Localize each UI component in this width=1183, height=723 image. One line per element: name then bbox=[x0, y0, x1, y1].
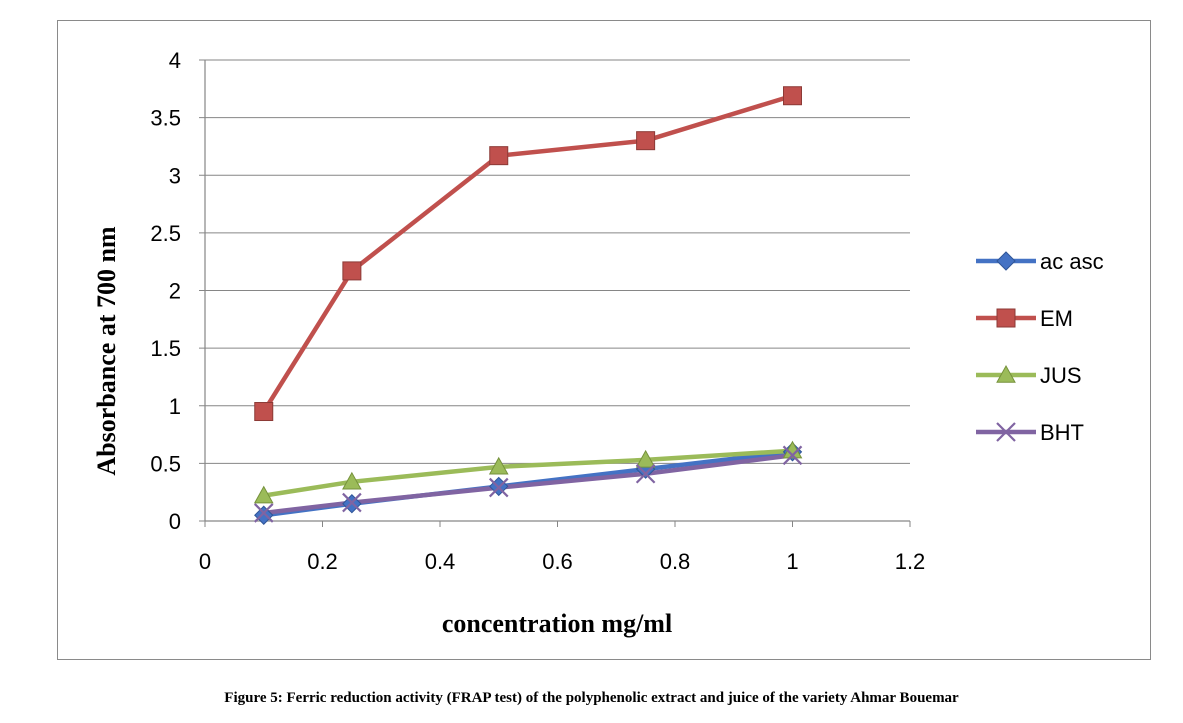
data-point-bht bbox=[782, 445, 803, 466]
series-line-em bbox=[261, 93, 794, 413]
data-point-jus bbox=[488, 456, 509, 475]
legend-label-jus: JUS bbox=[1040, 363, 1082, 388]
y-tick-label: 4 bbox=[169, 48, 181, 73]
data-point-jus bbox=[342, 471, 362, 490]
data-point-em bbox=[342, 261, 362, 281]
axes: 0 0.5 1 1.5 2 2.5 3 3.5 4 0 0.2 0.4 0.6 0.8 1 1.2 bbox=[150, 48, 925, 574]
x-tick-label: 0.4 bbox=[425, 549, 456, 574]
y-tick-label: 2.5 bbox=[150, 221, 181, 246]
x-tick-label: 0 bbox=[199, 549, 211, 574]
legend-label-bht: BHT bbox=[1040, 420, 1084, 445]
data-point-em bbox=[254, 402, 274, 422]
legend-marker-jus bbox=[996, 364, 1016, 383]
y-axis-title: Absorbance at 700 nm bbox=[92, 226, 121, 476]
data-point-bht bbox=[488, 477, 509, 498]
x-tick-label: 1 bbox=[786, 549, 798, 574]
data-point-jus bbox=[635, 449, 656, 468]
legend-item-em: EM bbox=[976, 306, 1073, 331]
legend-item-bht: BHT bbox=[976, 420, 1084, 445]
data-point-jus bbox=[253, 485, 274, 504]
y-tick-label: 0.5 bbox=[150, 451, 181, 476]
legend-marker-em bbox=[996, 308, 1016, 328]
x-axis-title: concentration mg/ml bbox=[442, 609, 672, 638]
y-tick-label: 1 bbox=[169, 394, 181, 419]
data-point-em bbox=[636, 131, 656, 151]
y-tick-label: 1.5 bbox=[150, 336, 181, 361]
legend-marker-ac-asc bbox=[996, 251, 1016, 271]
data-point-em bbox=[489, 146, 509, 166]
chart: 0 0.5 1 1.5 2 2.5 3 3.5 4 0 0.2 0.4 0.6 0.8 1 1.2 ac as… bbox=[92, 48, 1104, 638]
legend-item-jus: JUS bbox=[976, 363, 1082, 388]
gridlines bbox=[205, 59, 910, 464]
x-tick-label: 1.2 bbox=[895, 549, 926, 574]
figure-caption: Figure 5: Ferric reduction activity (FRA… bbox=[224, 690, 959, 706]
y-tick-label: 2 bbox=[169, 279, 181, 304]
data-point-bht bbox=[253, 503, 274, 523]
x-tick-label: 0.6 bbox=[542, 549, 573, 574]
legend-label-em: EM bbox=[1040, 306, 1073, 331]
series-lines bbox=[253, 86, 803, 525]
chart-frame: 0 0.5 1 1.5 2 2.5 3 3.5 4 0 0.2 0.4 0.6 0.8 1 1.2 ac as… bbox=[57, 20, 1151, 660]
legend-marker-bht bbox=[996, 422, 1016, 442]
x-tick-label: 0.8 bbox=[660, 549, 691, 574]
data-point-bht bbox=[342, 492, 362, 513]
y-tick-label: 3 bbox=[169, 163, 181, 188]
legend: ac asc EM JUS BHT bbox=[976, 249, 1104, 445]
legend-label-ac-asc: ac asc bbox=[1040, 249, 1104, 274]
data-point-em bbox=[783, 86, 802, 106]
data-point-ac-asc bbox=[254, 505, 274, 525]
y-tick-label: 0 bbox=[169, 509, 181, 534]
x-tick-label: 0.2 bbox=[307, 549, 338, 574]
data-point-bht bbox=[635, 463, 656, 484]
y-tick-label: 3.5 bbox=[150, 106, 181, 131]
legend-item-ac-asc: ac asc bbox=[976, 249, 1104, 274]
